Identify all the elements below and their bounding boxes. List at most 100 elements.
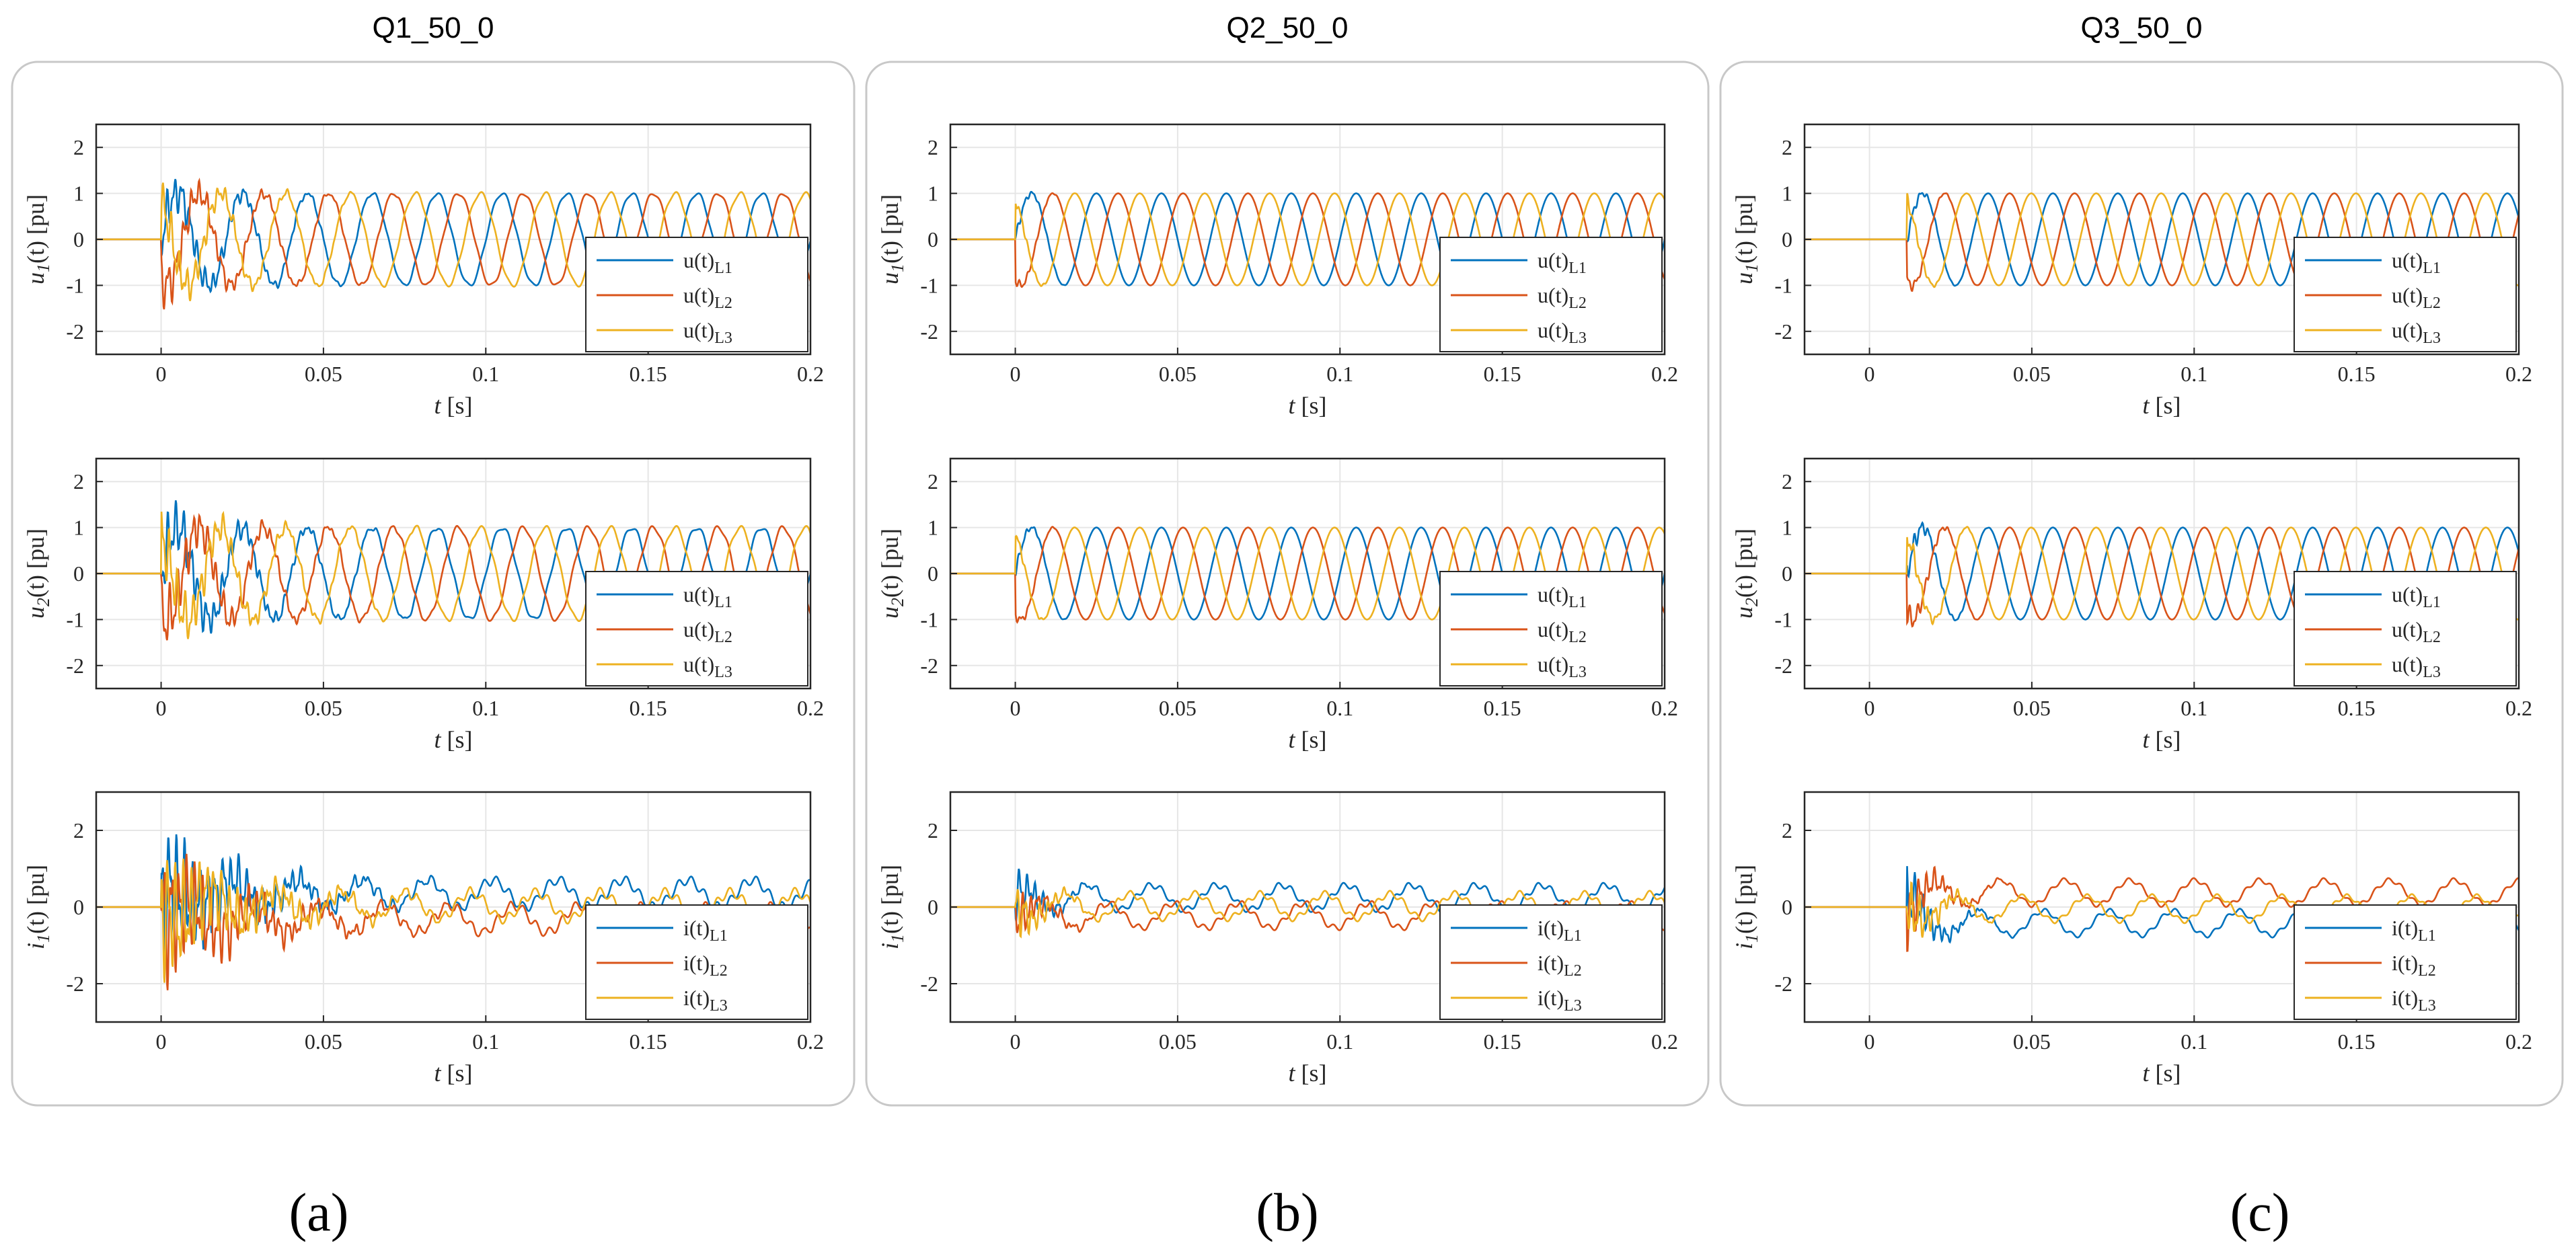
legend-entry-L3: u(t)L3: [683, 652, 732, 681]
legend-entry-L2: u(t)L2: [2392, 617, 2441, 646]
x-tick-label: 0.15: [630, 1029, 667, 1054]
y-axis-label: u1(t) [pu]: [876, 194, 907, 284]
series-line-L1: [950, 526, 1665, 621]
y-tick-label: 2: [1782, 469, 1792, 494]
y-tick-label: 2: [73, 818, 84, 842]
x-tick-label: 0.05: [1159, 696, 1197, 720]
legend-entry-L2: i(t)L2: [683, 951, 728, 980]
column-label-a: (a): [289, 1183, 349, 1243]
y-tick-label: -1: [66, 273, 84, 297]
x-tick-label: 0.05: [2013, 1029, 2051, 1054]
plots-layer: 0 0.05 0.1 0.15 0.2 -2 -1 0 1 2 t [s] u1(t) [pu] u(t…: [22, 123, 2532, 1087]
series-line-L2: [1805, 192, 2519, 292]
x-tick-label: 0: [1864, 362, 1875, 386]
y-tick-label: -2: [1774, 654, 1792, 678]
series-line-L1: [950, 191, 1665, 286]
y-tick-label: 0: [1782, 561, 1792, 586]
x-tick-label: 0: [156, 362, 167, 386]
chart-b3: 0 0.05 0.1 0.15 0.2 -2 0 2 t [s] i1(t) [pu] i(t)L1…: [876, 791, 1678, 1087]
legend-entry-L1: i(t)L1: [2392, 916, 2436, 945]
chart-a2: 0 0.05 0.1 0.15 0.2 -2 -1 0 1 2 t [s] u2(t) [pu] u(t…: [22, 457, 824, 753]
y-tick-label: 1: [73, 182, 84, 206]
x-tick-label: 0.05: [305, 1029, 342, 1054]
legend-entry-L1: i(t)L1: [1538, 916, 1582, 945]
column-label-c: (c): [2230, 1183, 2290, 1243]
legend-entry-L1: u(t)L1: [683, 248, 732, 277]
legend-entry-L1: u(t)L1: [1538, 248, 1587, 277]
y-tick-label: -2: [1774, 319, 1792, 344]
x-axis-label: t [s]: [2142, 392, 2181, 419]
x-tick-label: 0.1: [2181, 1029, 2207, 1054]
x-tick-label: 0.05: [2013, 696, 2051, 720]
legend-entry-L1: i(t)L1: [683, 916, 728, 945]
x-tick-label: 0.15: [1484, 362, 1521, 386]
y-axis-label: u1(t) [pu]: [1731, 194, 1761, 284]
y-tick-label: 0: [1782, 227, 1792, 251]
x-axis-label: t [s]: [2142, 726, 2181, 753]
legend-entry-L2: u(t)L2: [1538, 617, 1587, 646]
column-title-b: Q2_50_0: [1226, 11, 1348, 44]
y-tick-label: -2: [66, 972, 84, 996]
chart-c3: 0 0.05 0.1 0.15 0.2 -2 0 2 t [s] i1(t) [pu] i(t)L1…: [1731, 791, 2532, 1087]
y-tick-label: 1: [1782, 182, 1792, 206]
x-tick-label: 0.15: [2338, 1029, 2376, 1054]
x-tick-label: 0.2: [2505, 1029, 2532, 1054]
chart-c1: 0 0.05 0.1 0.15 0.2 -2 -1 0 1 2 t [s] u1(t) [pu] u(t…: [1731, 123, 2532, 419]
x-tick-label: 0.2: [797, 696, 824, 720]
y-tick-label: 0: [73, 227, 84, 251]
series-line-L1: [96, 179, 810, 294]
x-axis-label: t [s]: [1288, 726, 1326, 753]
y-tick-label: 2: [73, 135, 84, 159]
legend-entry-L3: u(t)L3: [1538, 652, 1587, 681]
x-tick-label: 0.1: [2181, 362, 2207, 386]
chart-b1: 0 0.05 0.1 0.15 0.2 -2 -1 0 1 2 t [s] u1(t) [pu] u(t…: [876, 123, 1678, 419]
y-axis-label: i1(t) [pu]: [22, 865, 53, 949]
x-tick-label: 0: [1010, 362, 1021, 386]
x-axis-label: t [s]: [1288, 1060, 1326, 1087]
series-line-L1: [96, 500, 810, 634]
x-tick-label: 0.2: [797, 362, 824, 386]
y-tick-label: -1: [920, 607, 938, 631]
chart-a3: 0 0.05 0.1 0.15 0.2 -2 0 2 t [s] i1(t) [pu] i(t)L1…: [22, 791, 824, 1087]
x-axis-label: t [s]: [434, 392, 472, 419]
y-tick-label: -1: [920, 273, 938, 297]
x-tick-label: 0: [1010, 1029, 1021, 1054]
y-tick-label: 0: [927, 561, 938, 586]
y-axis-label: u2(t) [pu]: [876, 528, 907, 619]
legend-entry-L3: i(t)L3: [683, 986, 728, 1015]
x-axis-label: t [s]: [2142, 1060, 2181, 1087]
series-line-L3: [1805, 881, 2519, 938]
legend-entry-L1: u(t)L1: [2392, 582, 2441, 611]
y-tick-label: 1: [73, 516, 84, 540]
x-tick-label: 0.2: [2505, 362, 2532, 386]
y-tick-label: -1: [66, 607, 84, 631]
y-tick-label: -2: [920, 654, 938, 678]
y-tick-label: 1: [927, 182, 938, 206]
legend-entry-L2: i(t)L2: [1538, 951, 1582, 980]
x-tick-label: 0.1: [2181, 696, 2207, 720]
x-tick-label: 0.2: [797, 1029, 824, 1054]
legend-entry-L3: i(t)L3: [1538, 986, 1582, 1015]
y-tick-label: -2: [66, 654, 84, 678]
y-tick-label: 0: [1782, 895, 1792, 919]
y-axis-label: u1(t) [pu]: [22, 194, 53, 284]
x-axis-label: t [s]: [1288, 392, 1326, 419]
column-title-a: Q1_50_0: [372, 11, 494, 44]
legend-entry-L2: u(t)L2: [683, 617, 732, 646]
x-tick-label: 0.15: [1484, 1029, 1521, 1054]
y-tick-label: 2: [927, 135, 938, 159]
chart-a1: 0 0.05 0.1 0.15 0.2 -2 -1 0 1 2 t [s] u1(t) [pu] u(t…: [22, 123, 824, 419]
x-tick-label: 0: [1010, 696, 1021, 720]
y-tick-label: 2: [1782, 818, 1792, 842]
x-tick-label: 0.05: [1159, 362, 1197, 386]
y-axis-label: u2(t) [pu]: [1731, 528, 1761, 619]
legend-entry-L3: u(t)L3: [2392, 318, 2441, 347]
x-tick-label: 0.15: [1484, 696, 1521, 720]
y-tick-label: 2: [927, 469, 938, 494]
y-tick-label: 0: [73, 895, 84, 919]
y-axis-label: i1(t) [pu]: [1731, 865, 1761, 949]
x-tick-label: 0.2: [1651, 696, 1678, 720]
x-axis-label: t [s]: [434, 1060, 472, 1087]
x-tick-label: 0: [1864, 1029, 1875, 1054]
